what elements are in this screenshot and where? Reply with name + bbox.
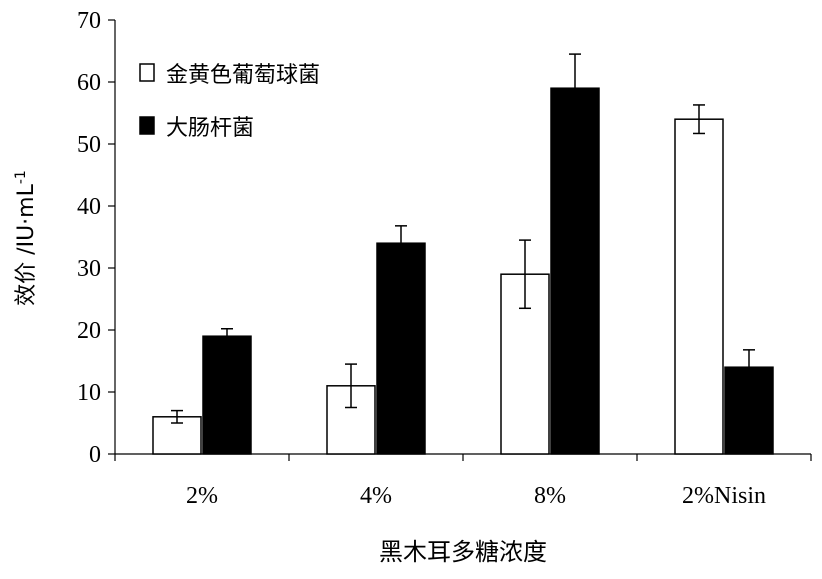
- y-ticks: 0 10 20 30 40 50 60 70: [77, 8, 115, 468]
- y-axis-label: 效价 /IU·mL-1: [13, 170, 39, 306]
- x-tick-label: 2%: [186, 483, 218, 509]
- x-tick-label: 2%Nisin: [682, 483, 766, 509]
- y-tick-label: 20: [77, 318, 101, 344]
- bar-series-2: [724, 366, 774, 455]
- bar-series-1: [674, 118, 724, 455]
- x-ticks: 2% 4% 8% 2%Nisin: [114, 454, 812, 509]
- y-tick-label: 0: [89, 442, 101, 468]
- y-tick-label: 30: [77, 256, 101, 282]
- y-tick-label: 10: [77, 380, 101, 406]
- bar-series-2: [202, 335, 252, 455]
- y-tick-label: 60: [77, 70, 101, 96]
- legend-label-series-1: 金黄色葡萄球菌: [166, 63, 320, 88]
- x-tick-label: 8%: [534, 483, 566, 509]
- legend-label-series-2: 大肠杆菌: [166, 116, 254, 141]
- bar-series-2: [376, 242, 426, 455]
- x-axis-label: 黑木耳多糖浓度: [379, 538, 547, 566]
- legend-swatch-series-2: [139, 116, 155, 135]
- legend-swatch-series-1: [139, 63, 155, 82]
- y-tick-label: 50: [77, 132, 101, 158]
- x-tick-label: 4%: [360, 483, 392, 509]
- legend: 金黄色葡萄球菌 大肠杆菌: [139, 63, 320, 141]
- y-tick-label: 40: [77, 194, 101, 220]
- bars: [152, 87, 774, 455]
- error-bars: [171, 53, 755, 424]
- y-tick-label: 70: [77, 8, 101, 34]
- bar-series-2: [550, 87, 600, 455]
